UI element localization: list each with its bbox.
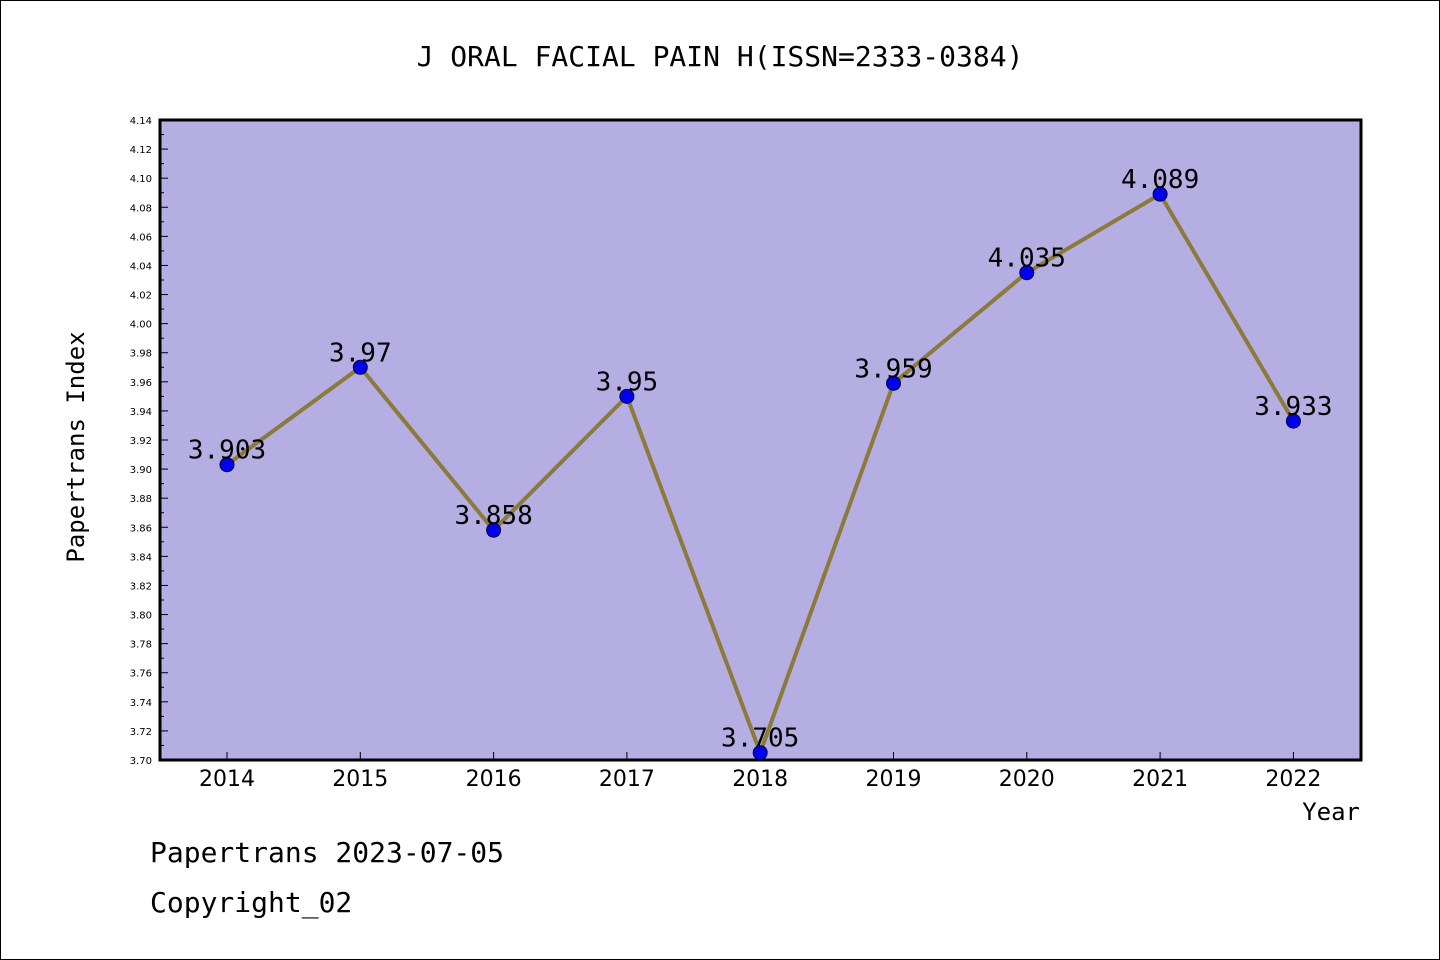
y-tick-label: 4.10 (130, 174, 152, 185)
data-point (219, 457, 235, 473)
y-tick-label: 4.12 (130, 145, 152, 156)
data-point (1152, 186, 1168, 202)
plot-area (158, 118, 1363, 762)
data-label: 3.705 (721, 724, 799, 754)
y-tick-label: 3.72 (130, 727, 152, 738)
y-tick-label: 4.04 (130, 261, 152, 272)
data-point (752, 745, 768, 761)
y-tick-label: 3.80 (130, 611, 152, 622)
y-tick-label: 4.02 (130, 291, 152, 302)
data-point (619, 388, 635, 404)
y-tick-label: 3.76 (130, 669, 152, 680)
y-tick-label: 3.84 (130, 552, 152, 563)
x-axis-ticks: 2014 2015 2016 2017 2018 2019 2020 2021 2022 (199, 752, 1321, 792)
y-axis-label: Papertrans Index (62, 331, 90, 562)
y-tick-label: 4.00 (130, 320, 152, 331)
data-point (352, 359, 368, 375)
x-tick-label: 2017 (599, 767, 655, 792)
x-tick-label: 2022 (1265, 767, 1321, 792)
data-point (486, 522, 502, 538)
y-tick-label: 4.08 (130, 203, 152, 214)
y-tick-label: 4.06 (130, 232, 152, 243)
data-point (886, 375, 901, 391)
y-tick-label: 3.98 (130, 349, 152, 360)
data-point (1285, 413, 1301, 429)
data-point (1019, 265, 1035, 281)
data-label: 3.97 (329, 338, 392, 368)
y-tick-label: 3.74 (130, 698, 152, 709)
data-label: 3.933 (1254, 392, 1332, 422)
y-tick-label: 3.88 (130, 494, 152, 505)
y-tick-label: 4.14 (130, 116, 152, 127)
footer-copyright: Copyright_02 (150, 886, 353, 919)
data-label: 3.903 (188, 436, 266, 466)
y-tick-label: 3.70 (130, 756, 152, 767)
y-tick-label: 3.78 (130, 640, 152, 651)
y-tick-label: 3.94 (130, 407, 152, 418)
data-label: 3.959 (854, 354, 932, 384)
y-tick-label: 3.90 (130, 465, 152, 476)
data-label: 3.95 (596, 367, 659, 397)
x-tick-label: 2018 (732, 767, 788, 792)
data-label: 3.858 (454, 501, 532, 531)
x-tick-label: 2016 (466, 767, 522, 792)
x-tick-label: 2015 (332, 767, 388, 792)
y-axis-ticks: 3.70 3.72 3.74 3.76 3.78 3.80 3.82 3.84 3.86 3.88… (130, 116, 168, 767)
x-tick-label: 2014 (199, 767, 255, 792)
x-tick-label: 2019 (866, 767, 922, 792)
data-label: 4.089 (1121, 165, 1199, 195)
y-tick-label: 3.86 (130, 523, 152, 534)
x-axis-label: Year (1302, 798, 1360, 826)
y-tick-label: 3.96 (130, 378, 152, 389)
chart-title: J ORAL FACIAL PAIN H(ISSN=2333-0384) (417, 40, 1024, 73)
y-tick-label: 3.82 (130, 581, 152, 592)
data-label: 4.035 (988, 244, 1066, 274)
data-markers (219, 186, 1301, 761)
data-labels: 3.903 3.97 3.858 3.95 3.705 3.959 4.035 4.089 3.… (188, 165, 1333, 754)
x-tick-label: 2021 (1132, 767, 1188, 792)
y-tick-label: 3.92 (130, 436, 152, 447)
x-tick-label: 2020 (999, 767, 1055, 792)
footer-source: Papertrans 2023-07-05 (150, 836, 505, 869)
